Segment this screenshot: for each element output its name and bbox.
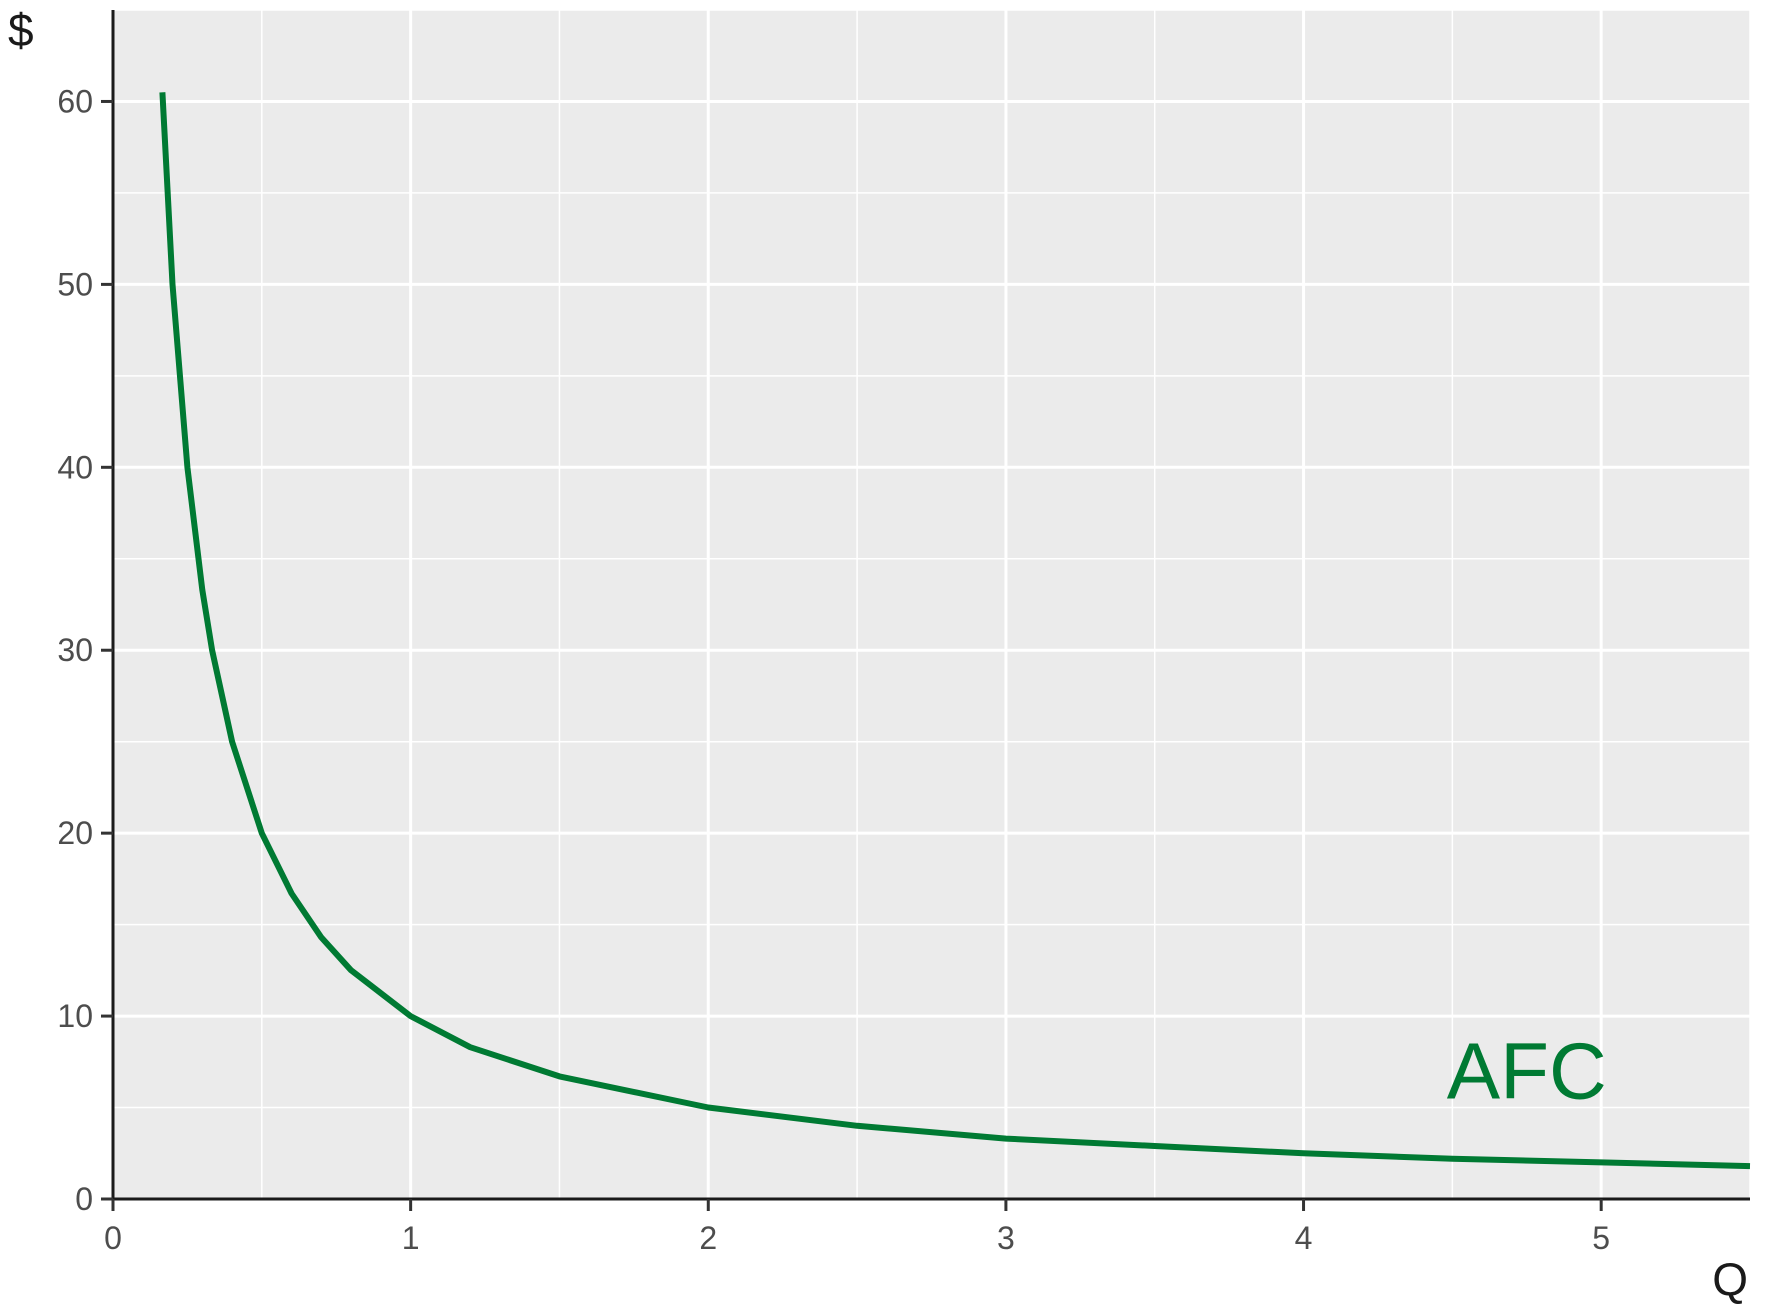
y-axis-title: $	[8, 4, 34, 56]
x-axis-title: Q	[1712, 1253, 1748, 1305]
y-tick-label: 0	[75, 1181, 93, 1217]
y-tick-label: 20	[57, 815, 93, 851]
x-axis-ticks: 0 1 2 3 4 5	[104, 1199, 1610, 1256]
x-tick-label: 4	[1295, 1220, 1313, 1256]
afc-curve	[159, 92, 1751, 1170]
y-tick-label: 10	[57, 998, 93, 1034]
x-tick-label: 1	[402, 1220, 420, 1256]
y-tick-label: 60	[57, 83, 93, 119]
plot-panel	[113, 10, 1750, 1199]
afc-label: AFC	[1447, 1026, 1607, 1115]
grid-minor	[113, 9, 1751, 1199]
y-axis-ticks: 0 10 20 30 40 50 60	[57, 83, 113, 1217]
series-layer	[159, 92, 1751, 1170]
y-tick-label: 30	[57, 632, 93, 668]
x-tick-label: 0	[104, 1220, 122, 1256]
x-tick-label: 5	[1592, 1220, 1610, 1256]
y-tick-label: 50	[57, 266, 93, 302]
y-tick-label: 40	[57, 449, 93, 485]
x-tick-label: 3	[997, 1220, 1015, 1256]
x-tick-label: 2	[699, 1220, 717, 1256]
